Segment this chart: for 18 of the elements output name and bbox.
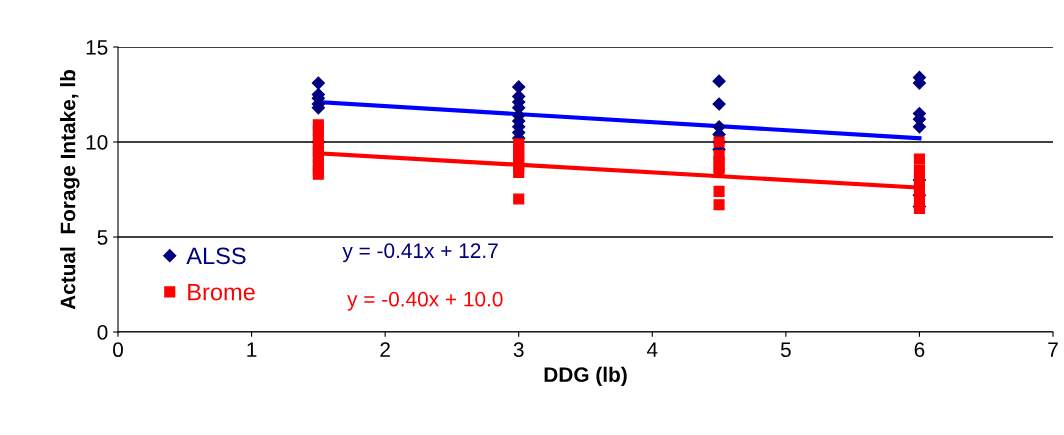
x-tick-label: 7 bbox=[1048, 342, 1058, 357]
x-tick-label: 1 bbox=[247, 342, 257, 357]
x-tick-label: 6 bbox=[914, 342, 925, 358]
annotation: y = -0.40x + 10.0 bbox=[347, 291, 503, 311]
x-tick-label: 0 bbox=[113, 342, 123, 358]
legend-label: Brome bbox=[188, 283, 255, 301]
x-axis-title: DDG (lb) bbox=[544, 366, 627, 387]
x-tick-label: 3 bbox=[513, 342, 524, 358]
y-tick-label: 5 bbox=[97, 230, 108, 245]
y-tick-label: 10 bbox=[86, 135, 108, 150]
legend-label: ALSS bbox=[186, 247, 246, 265]
y-axis-title: Actual Forage Intake, lb bbox=[60, 69, 80, 310]
x-tick-label: 2 bbox=[380, 342, 390, 357]
y-tick-label: 0 bbox=[97, 325, 108, 340]
x-tick-label: 5 bbox=[780, 342, 791, 358]
x-tick-label: 4 bbox=[646, 342, 658, 357]
annotation: y = -0.41x + 12.7 bbox=[342, 243, 498, 263]
y-tick-label: 15 bbox=[86, 40, 108, 55]
